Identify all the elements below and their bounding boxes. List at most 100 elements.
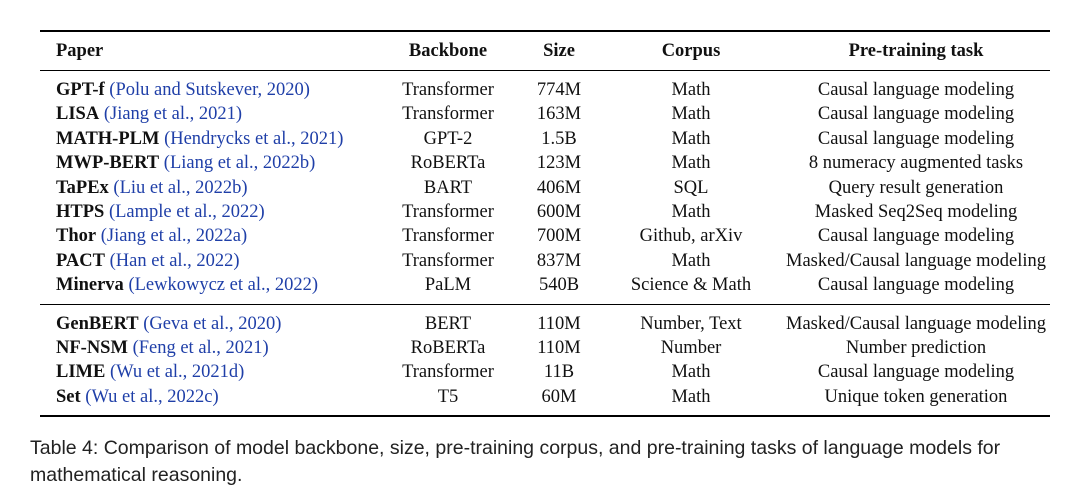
table-row: PACT (Han et al., 2022) Transformer 837M Ma… [40,249,1050,273]
table-row: MWP-BERT (Liang et al., 2022b) RoBERTa 123… [40,151,1050,175]
table-row: LISA (Jiang et al., 2021) Transformer 163M… [40,102,1050,126]
cell-paper: GPT-f (Polu and Sutskever, 2020) [40,71,378,103]
cell-paper: LISA (Jiang et al., 2021) [40,102,378,126]
table-row: GenBERT (Geva et al., 2020) BERT 110M Numbe… [40,304,1050,336]
cell-backbone: GPT-2 [423,128,473,149]
model-name: GPT-f [56,80,105,100]
table-group-number-models: GenBERT (Geva et al., 2020) BERT 110M Numbe… [40,304,1050,417]
cell-task: Masked/Causal language modeling [786,313,1046,334]
table-row: MATH-PLM (Hendrycks et al., 2021) GPT-2 1.… [40,127,1050,151]
header-corpus: Corpus [661,40,721,61]
cell-corpus: Math [671,80,711,100]
cell-paper: PACT (Han et al., 2022) [40,249,378,273]
citation-link[interactable]: (Polu and Sutskever, 2020) [109,80,310,100]
cell-paper: NF-NSM (Feng et al., 2021) [40,336,378,360]
cell-paper: LIME (Wu et al., 2021d) [40,360,378,384]
table-row: Minerva (Lewkowycz et al., 2022) PaLM 540B… [40,273,1050,304]
model-name: TaPEx [56,177,109,198]
cell-paper: Set (Wu et al., 2022c) [40,385,378,416]
table-row: LIME (Wu et al., 2021d) Transformer 11B Mat… [40,360,1050,384]
cell-size: 60M [541,386,577,407]
citation-link[interactable]: (Geva et al., 2020) [143,313,282,334]
cell-corpus: Github, arXiv [639,226,743,247]
citation-link[interactable]: (Lample et al., 2022) [108,202,265,223]
cell-backbone: Transformer [402,250,494,271]
cell-corpus: Math [671,104,711,125]
cell-backbone: RoBERTa [410,153,486,174]
citation-link[interactable]: (Feng et al., 2021) [132,338,269,359]
cell-paper: Minerva (Lewkowycz et al., 2022) [40,273,378,304]
citation-link[interactable]: (Liang et al., 2022b) [163,153,316,174]
table-row: Set (Wu et al., 2022c) T5 60M Math Unique to… [40,385,1050,416]
cell-corpus: Math [671,386,711,407]
header-row: Paper Backbone Size Corpus Pre-training … [40,31,1050,71]
cell-corpus: Number [660,338,722,359]
citation-link[interactable]: (Wu et al., 2022c) [85,386,219,407]
model-name: GenBERT [56,313,139,334]
model-name: MWP-BERT [56,153,160,174]
cell-size: 123M [536,153,582,174]
cell-backbone: RoBERTa [410,338,486,359]
header-task: Pre-training task [848,40,984,61]
cell-task: Masked/Causal language modeling [786,250,1046,271]
cell-size: 774M [536,80,582,100]
cell-corpus: Number, Text [640,313,742,334]
cell-paper: HTPS (Lample et al., 2022) [40,200,378,224]
cell-task: Causal language modeling [817,80,1015,100]
cell-size: 700M [536,226,582,247]
model-name: Minerva [56,275,124,296]
cell-size: 163M [536,104,582,125]
cell-paper: MWP-BERT (Liang et al., 2022b) [40,151,378,175]
cell-backbone: Transformer [402,104,494,125]
table-row: Thor (Jiang et al., 2022a) Transformer 700… [40,224,1050,248]
cell-size: 1.5B [541,128,577,149]
citation-link[interactable]: (Han et al., 2022) [109,250,240,271]
cell-size: 11B [543,362,575,383]
cell-task: Causal language modeling [817,104,1015,125]
model-name: NF-NSM [56,338,128,359]
cell-corpus: SQL [673,177,709,198]
model-name: LISA [56,104,100,125]
model-name: Thor [56,226,97,247]
cell-task: Causal language modeling [817,128,1015,149]
cell-backbone: Transformer [402,202,494,223]
header-paper: Paper [56,40,104,61]
cell-corpus: Math [671,128,711,149]
cell-size: 837M [536,250,582,271]
cell-backbone: BART [423,177,473,198]
citation-link[interactable]: (Wu et al., 2021d) [109,362,245,383]
cell-size: 600M [536,202,582,223]
cell-corpus: Math [671,202,711,223]
cell-corpus: Science & Math [630,275,752,296]
cell-backbone: Transformer [402,362,494,383]
table-row: TaPEx (Liu et al., 2022b) BART 406M SQL Quer… [40,176,1050,200]
citation-link[interactable]: (Lewkowycz et al., 2022) [128,275,318,296]
table-row: NF-NSM (Feng et al., 2021) RoBERTa 110M Num… [40,336,1050,360]
citation-link[interactable]: (Liu et al., 2022b) [113,177,248,198]
table-header: Paper Backbone Size Corpus Pre-training … [40,31,1050,71]
citation-link[interactable]: (Jiang et al., 2021) [103,104,243,125]
table-group-math-models: GPT-f (Polu and Sutskever, 2020) Transfor… [40,71,1050,305]
citation-link[interactable]: (Hendrycks et al., 2021) [164,128,344,149]
cell-corpus: Math [671,362,711,383]
cell-paper: GenBERT (Geva et al., 2020) [40,304,378,336]
cell-backbone: Transformer [402,80,494,100]
cell-task: Causal language modeling [817,275,1015,296]
citation-link[interactable]: (Jiang et al., 2022a) [100,226,248,247]
cell-backbone: BERT [424,313,472,334]
cell-task: Causal language modeling [817,362,1015,383]
header-size: Size [543,40,575,61]
cell-corpus: Math [671,250,711,271]
cell-corpus: Math [671,153,711,174]
model-name: HTPS [56,202,105,223]
cell-task: Query result generation [828,177,1004,198]
cell-size: 110M [537,313,581,334]
cell-backbone: T5 [437,386,459,407]
cell-paper: TaPEx (Liu et al., 2022b) [40,176,378,200]
cell-task: Masked Seq2Seq modeling [814,202,1018,223]
cell-size: 110M [537,338,581,359]
model-name: PACT [56,250,105,271]
comparison-table: Paper Backbone Size Corpus Pre-training … [40,30,1050,417]
table-caption: Table 4: Comparison of model backbone, s… [30,437,1001,486]
cell-task: 8 numeracy augmented tasks [808,153,1024,174]
